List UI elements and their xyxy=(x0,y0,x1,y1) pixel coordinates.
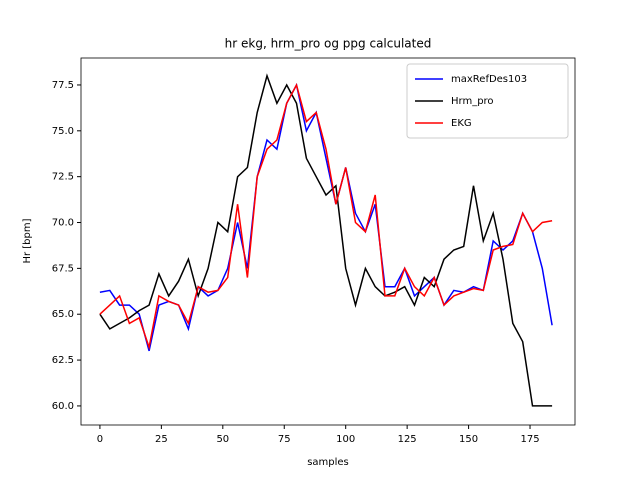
x-tick-label: 75 xyxy=(278,434,291,445)
chart-title: hr ekg, hrm_pro og ppg calculated xyxy=(225,37,432,51)
series-line xyxy=(99,82,553,351)
y-tick-label: 77.5 xyxy=(52,80,74,91)
x-tick-label: 0 xyxy=(97,434,103,445)
legend-label: EKG xyxy=(451,118,472,129)
x-tick-label: 50 xyxy=(216,434,229,445)
x-tick-label: 25 xyxy=(155,434,168,445)
series-line xyxy=(99,73,553,407)
y-tick-label: 70.0 xyxy=(52,218,74,229)
y-axis-label: Hr [bpm] xyxy=(22,218,33,263)
legend-label: Hrm_pro xyxy=(451,96,494,107)
y-tick-label: 62.5 xyxy=(52,355,74,366)
y-tick-label: 67.5 xyxy=(52,263,74,274)
x-tick-label: 125 xyxy=(398,434,417,445)
y-tick-label: 60.0 xyxy=(52,401,74,412)
y-tick-label: 72.5 xyxy=(52,172,74,183)
y-tick-label: 75.0 xyxy=(52,126,74,137)
x-tick-label: 150 xyxy=(459,434,478,445)
legend-box xyxy=(406,63,569,139)
x-axis-label: samples xyxy=(307,457,349,468)
plot-frame xyxy=(80,57,576,426)
x-tick-label: 100 xyxy=(336,434,355,445)
x-tick-label: 175 xyxy=(520,434,539,445)
y-tick-label: 65.0 xyxy=(52,309,74,320)
legend-label: maxRefDes103 xyxy=(451,74,527,85)
